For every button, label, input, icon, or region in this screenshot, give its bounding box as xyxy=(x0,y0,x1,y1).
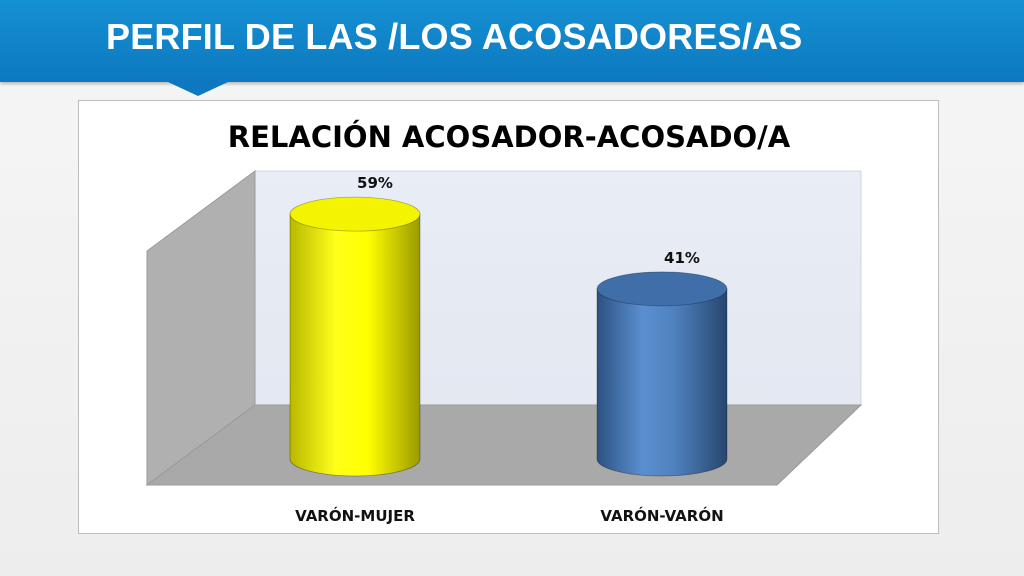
data-label-var-n-mujer: 59% xyxy=(357,174,393,192)
data-label-var-n-var-n: 41% xyxy=(664,249,700,267)
bar-top-var-n-var-n xyxy=(596,271,728,307)
bar-var-n-mujer xyxy=(289,196,421,477)
bar-top-var-n-mujer xyxy=(289,196,421,232)
category-label-var-n-var-n: VARÓN-VARÓN xyxy=(600,506,723,525)
bar-var-n-var-n xyxy=(596,271,728,477)
bar-body-var-n-mujer xyxy=(289,213,421,477)
chart-floor xyxy=(145,404,863,486)
chart-frame: RELACIÓN ACOSADOR-ACOSADO/A 59% VARÓN-MUJ… xyxy=(78,100,939,534)
chart-svg: RELACIÓN ACOSADOR-ACOSADO/A 59% VARÓN-MUJ… xyxy=(145,120,863,525)
bar-body-var-n-var-n xyxy=(596,288,728,477)
labels-group: 59% VARÓN-MUJER 41% VARÓN-VARÓN xyxy=(295,174,724,525)
category-label-var-n-mujer: VARÓN-MUJER xyxy=(295,506,415,525)
header-notch xyxy=(168,82,228,96)
slide-title: PERFIL DE LAS /LOS ACOSADORES/AS xyxy=(106,16,803,57)
chart-title: RELACIÓN ACOSADOR-ACOSADO/A xyxy=(228,120,791,154)
bars-group xyxy=(289,196,728,477)
header-bar xyxy=(0,0,1024,82)
